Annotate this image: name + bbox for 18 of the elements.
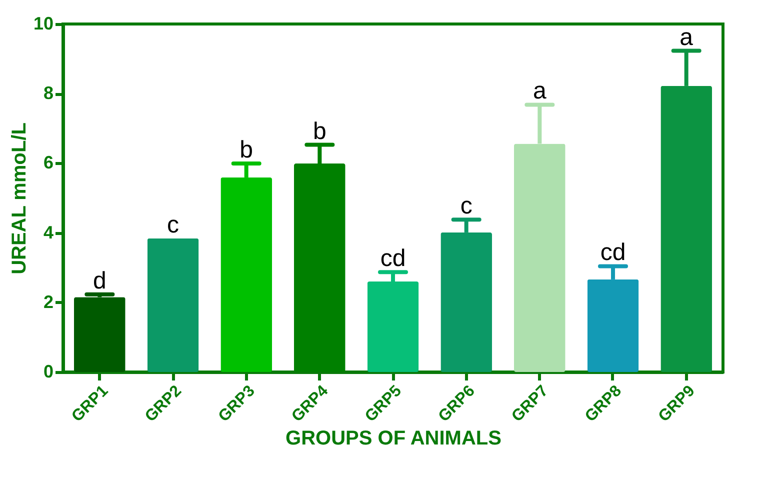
y-tick-label: 6 (43, 152, 54, 173)
bar (147, 238, 199, 372)
annotation: b (240, 136, 254, 164)
annotation: c (460, 192, 472, 220)
y-axis-title: UREAL mmoL/L (8, 122, 30, 274)
y-tick-label: 4 (43, 222, 54, 242)
annotation: a (532, 78, 547, 105)
annotation: cd (380, 245, 406, 272)
y-tick-label: 0 (43, 362, 54, 382)
x-axis-title: GROUPS OF ANIMALS (286, 428, 502, 450)
y-tick-label: 10 (33, 14, 54, 34)
annotation: b (312, 118, 326, 145)
annotation: a (680, 24, 694, 51)
annotation: cd (600, 239, 626, 266)
annotation: d (92, 267, 106, 294)
annotation: c (167, 211, 179, 238)
y-tick-label: 8 (43, 83, 54, 104)
y-tick-label: 2 (43, 292, 54, 312)
